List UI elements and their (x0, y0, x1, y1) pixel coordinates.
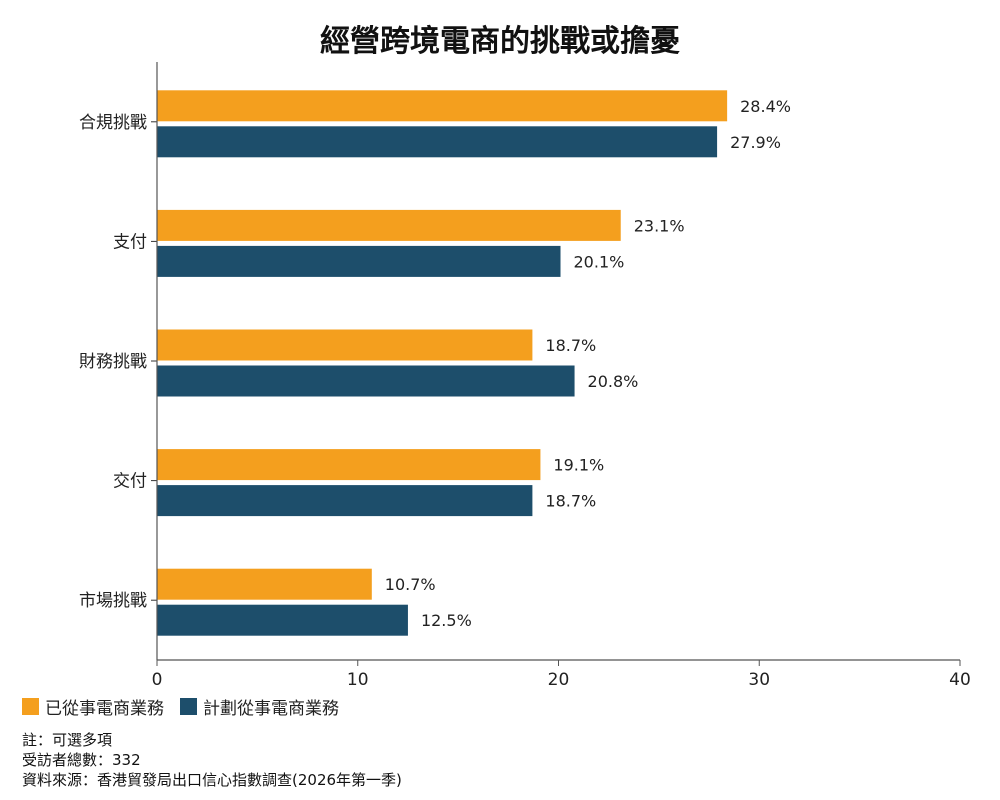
bar-planned (157, 485, 533, 517)
bar-chart: 28.4% 27.9% 合規挑戰 23.1% 20.1% 支付 18.7% 20.8% 財務挑戰… (79, 62, 971, 690)
x-tick-label: 20 (548, 670, 570, 690)
legend-item-current: 已從事電商業務 (22, 694, 164, 719)
note-multiple-choice: 註：可選多項 (22, 731, 113, 749)
bar-value-label: 12.5% (421, 611, 472, 630)
category-label: 合規挑戰 (79, 113, 147, 133)
bar-value-label: 10.7% (385, 575, 436, 594)
bar-value-label: 18.7% (545, 336, 596, 355)
legend-swatch-planned (180, 698, 197, 715)
legend-label-planned: 計劃從事電商業務 (203, 699, 339, 719)
legend-swatch-current (22, 698, 39, 715)
category-label: 支付 (113, 232, 147, 252)
chart-title: 經營跨境電商的挑戰或擔憂 (320, 24, 680, 59)
note-respondents: 受訪者總數：332 (22, 751, 141, 769)
bar-value-label: 28.4% (740, 97, 791, 116)
bar-current (157, 449, 541, 481)
x-tick-label: 0 (152, 670, 163, 690)
bar-planned (157, 604, 408, 636)
legend-label-current: 已從事電商業務 (45, 699, 164, 719)
bar-value-label: 20.8% (588, 372, 639, 391)
bar-planned (157, 365, 575, 397)
legend-item-planned: 計劃從事電商業務 (180, 694, 339, 719)
bar-planned (157, 126, 718, 158)
chart-notes: 註：可選多項 受訪者總數：332 資料來源：香港貿發局出口信心指數調查(2026… (22, 730, 402, 790)
bar-current (157, 209, 621, 241)
category-label: 交付 (113, 472, 147, 492)
x-tick-label: 10 (347, 670, 369, 690)
bar-value-label: 23.1% (634, 216, 685, 235)
category-label: 財務挑戰 (79, 352, 147, 372)
bar-current (157, 90, 728, 122)
category-label: 市場挑戰 (79, 591, 147, 611)
bar-current (157, 568, 372, 600)
x-tick-label: 30 (748, 670, 770, 690)
bar-current (157, 329, 533, 361)
bar-value-label: 27.9% (730, 133, 781, 152)
bar-planned (157, 245, 561, 277)
bar-value-label: 19.1% (553, 456, 604, 475)
bar-value-label: 20.1% (574, 252, 625, 271)
note-source: 資料來源：香港貿發局出口信心指數調查(2026年第一季) (22, 771, 402, 789)
legend: 已從事電商業務 計劃從事電商業務 (22, 694, 355, 719)
bar-value-label: 18.7% (545, 492, 596, 511)
x-tick-label: 40 (949, 670, 971, 690)
